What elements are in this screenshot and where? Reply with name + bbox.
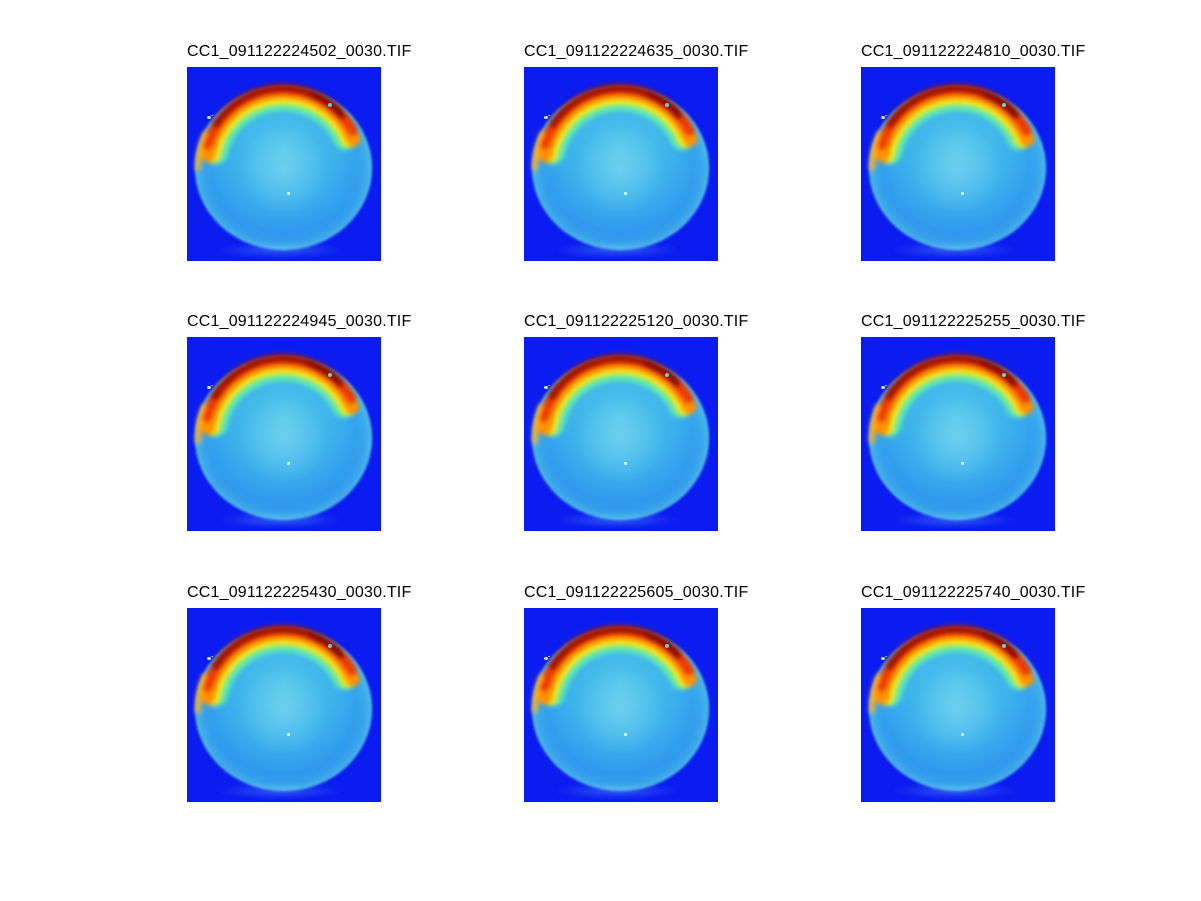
hot-pixel-speck [207,657,211,660]
subplot-cell: CC1_091122224810_0030.TIF [861,43,1086,261]
cyan-speck [328,373,332,377]
allsky-image [187,337,381,531]
allsky-image [524,608,718,802]
subplot-cell: CC1_091122225120_0030.TIF [524,313,749,531]
subplot-title: CC1_091122225605_0030.TIF [524,584,749,601]
star-dot [624,192,627,195]
aurora-arc-band [532,350,708,526]
star-dot [287,192,290,195]
allsky-image [861,67,1055,261]
bottom-glow [552,783,682,799]
star-dot [287,462,290,465]
allsky-image [524,67,718,261]
star-dot [961,462,964,465]
hot-pixel-speck [881,386,885,389]
hot-pixel-speck [544,116,548,119]
subplot-cell: CC1_091122225740_0030.TIF [861,584,1086,802]
star-dot [287,733,290,736]
cyan-speck [1002,644,1006,648]
star-dot [624,462,627,465]
cyan-speck [665,103,669,107]
star-dot [961,192,964,195]
bottom-glow [889,783,1019,799]
aurora-arc-band [532,80,708,256]
subplot-title: CC1_091122225255_0030.TIF [861,313,1086,330]
allsky-image [524,337,718,531]
subplot-title: CC1_091122224945_0030.TIF [187,313,412,330]
hot-pixel-speck [207,116,211,119]
bottom-glow [552,242,682,258]
subplot-cell: CC1_091122225255_0030.TIF [861,313,1086,531]
allsky-image [861,337,1055,531]
aurora-arc-band [195,350,371,526]
aurora-arc-band [869,621,1045,797]
cyan-speck [665,373,669,377]
subplot-cell: CC1_091122224945_0030.TIF [187,313,412,531]
aurora-arc-band [532,621,708,797]
aurora-arc-band [869,80,1045,256]
aurora-arc-band [869,350,1045,526]
subplot-title: CC1_091122225120_0030.TIF [524,313,749,330]
subplot-cell: CC1_091122225430_0030.TIF [187,584,412,802]
allsky-image [187,608,381,802]
hot-pixel-speck [881,116,885,119]
hot-pixel-speck [881,657,885,660]
hot-pixel-speck [544,386,548,389]
aurora-arc-band [195,80,371,256]
subplot-title: CC1_091122225430_0030.TIF [187,584,412,601]
cyan-speck [328,644,332,648]
subplot-cell: CC1_091122224635_0030.TIF [524,43,749,261]
bottom-glow [889,512,1019,528]
subplot-title: CC1_091122225740_0030.TIF [861,584,1086,601]
cyan-speck [1002,103,1006,107]
allsky-image [861,608,1055,802]
bottom-glow [552,512,682,528]
hot-pixel-speck [544,657,548,660]
subplot-title: CC1_091122224635_0030.TIF [524,43,749,60]
bottom-glow [215,242,345,258]
subplot-cell: CC1_091122225605_0030.TIF [524,584,749,802]
aurora-arc-band [195,621,371,797]
allsky-image [187,67,381,261]
cyan-speck [328,103,332,107]
cyan-speck [1002,373,1006,377]
star-dot [624,733,627,736]
subplot-cell: CC1_091122224502_0030.TIF [187,43,412,261]
cyan-speck [665,644,669,648]
bottom-glow [215,512,345,528]
subplot-title: CC1_091122224810_0030.TIF [861,43,1086,60]
bottom-glow [215,783,345,799]
hot-pixel-speck [207,386,211,389]
subplot-title: CC1_091122224502_0030.TIF [187,43,412,60]
bottom-glow [889,242,1019,258]
star-dot [961,733,964,736]
